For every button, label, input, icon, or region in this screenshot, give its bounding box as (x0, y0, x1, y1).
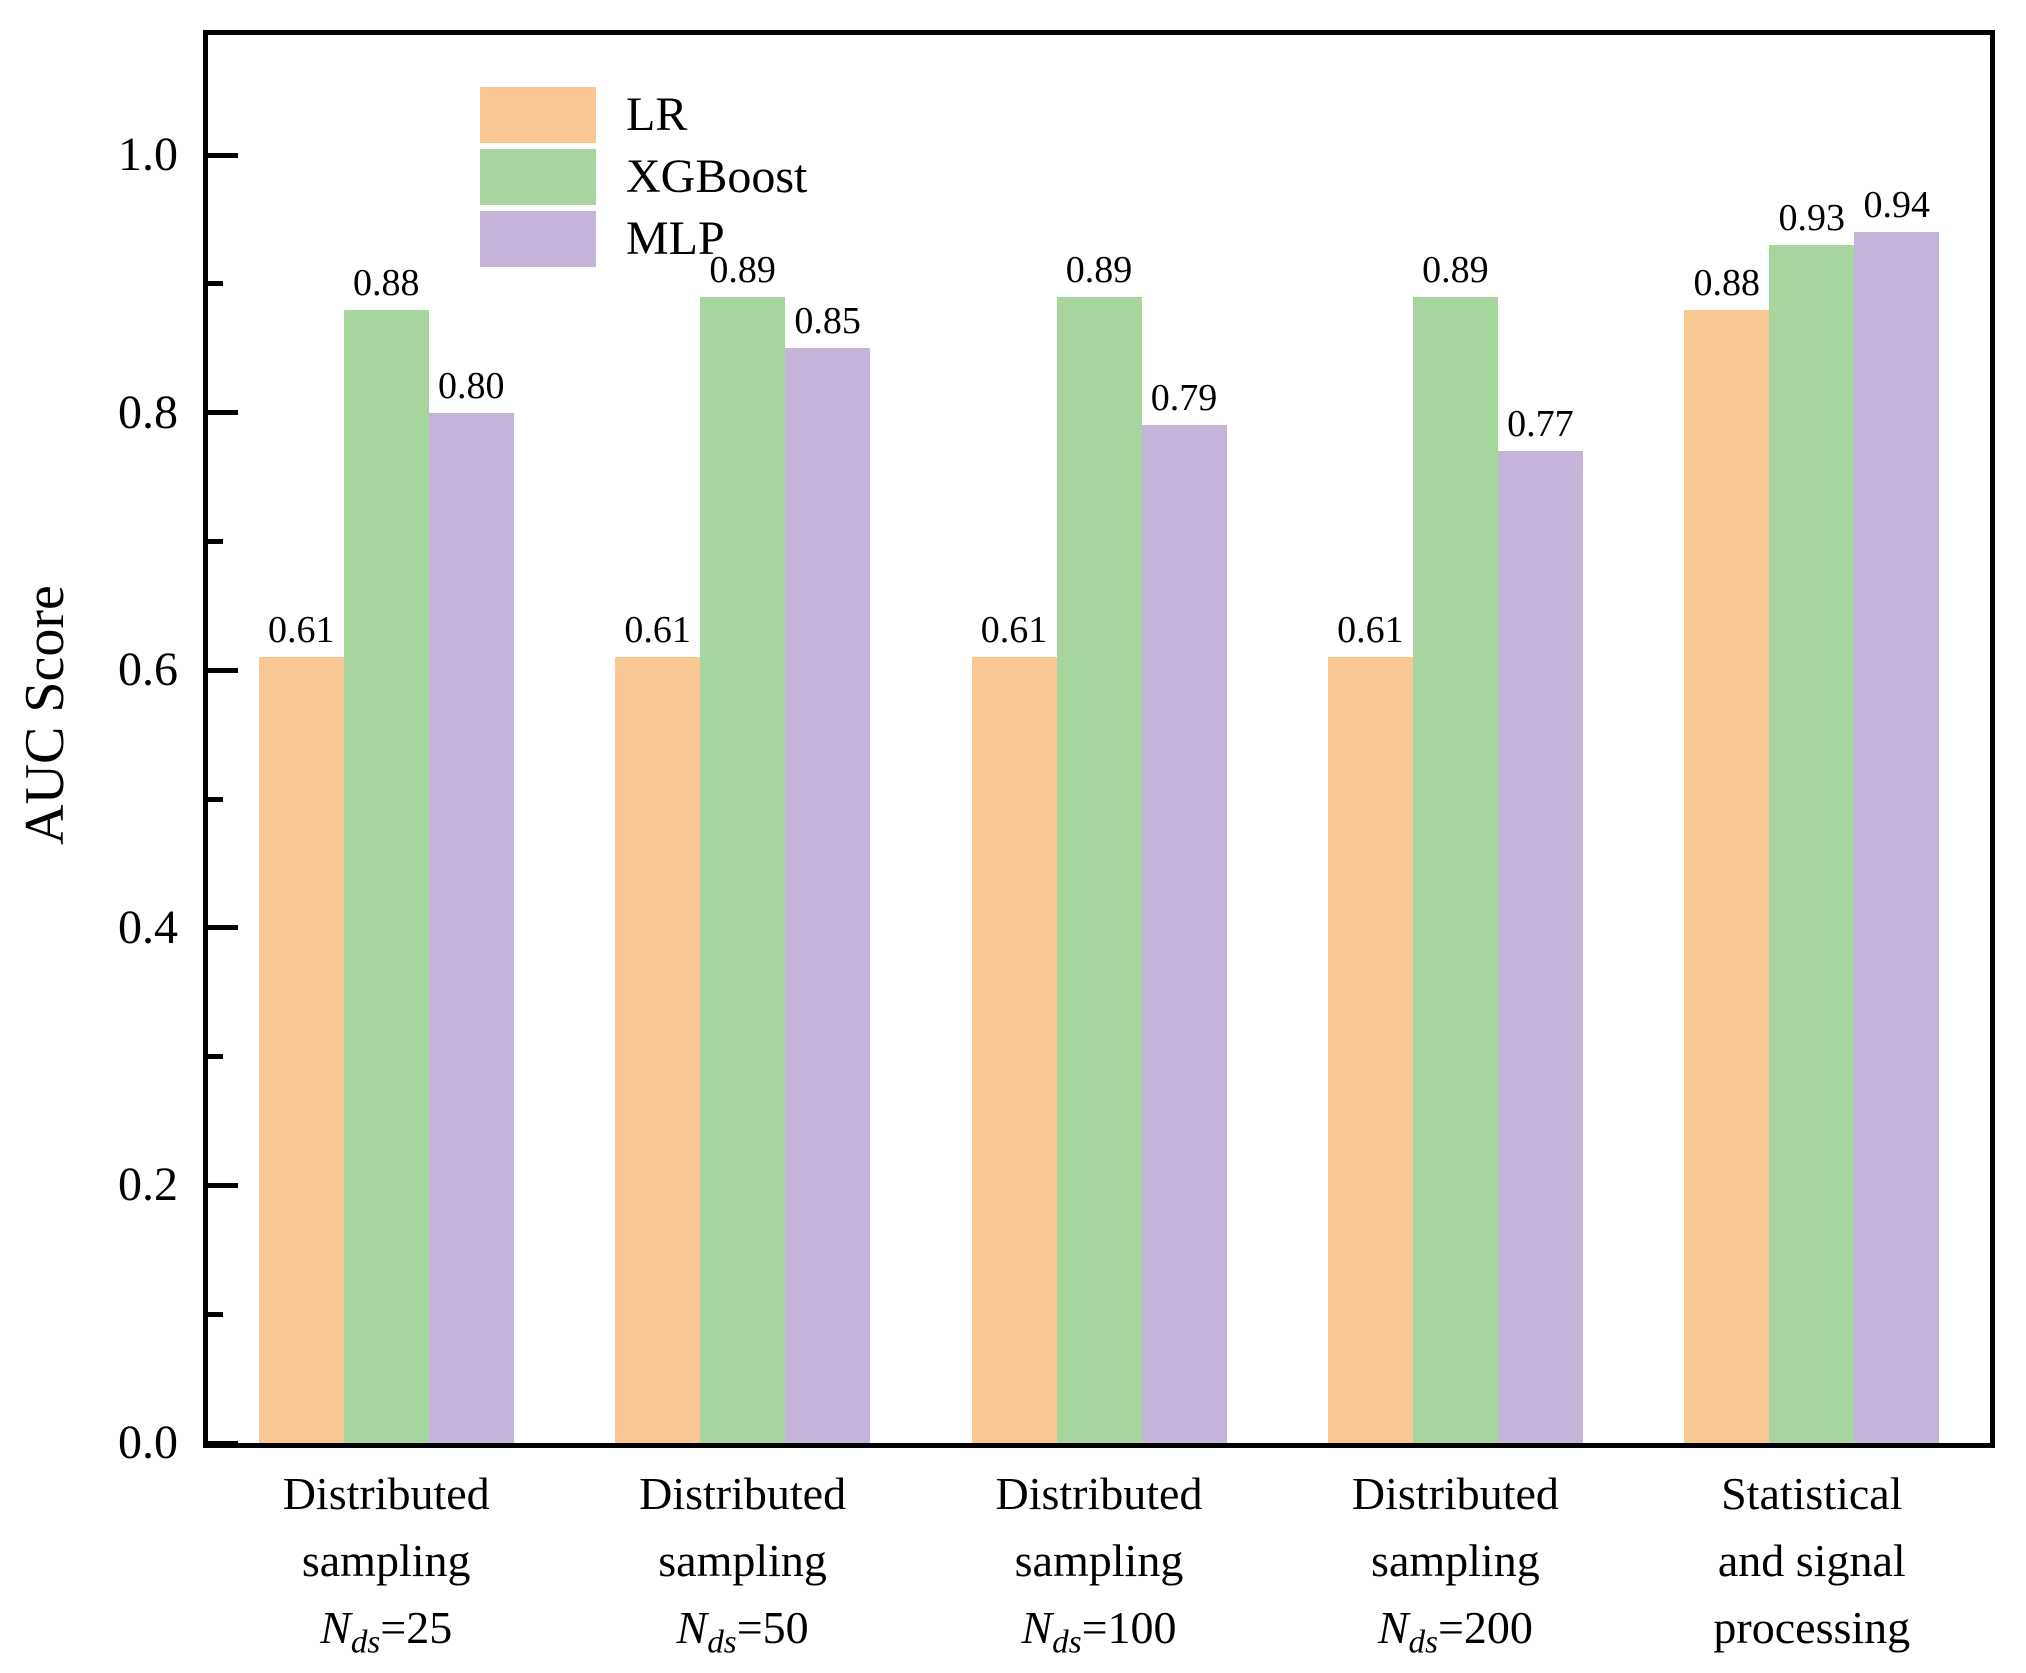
bar-xgboost-statistical-signal-processing (1769, 245, 1855, 1443)
plot-area: LR XGBoost MLP 0.61 0.88 0.80 0.61 0.89 0.85 0.6… (203, 30, 1995, 1448)
bar-value-label: 0.80 (437, 364, 505, 407)
legend: LR XGBoost MLP (480, 87, 807, 267)
y-minor-tick (208, 281, 223, 287)
legend-swatch-lr (480, 87, 596, 143)
y-major-tick (208, 1440, 238, 1446)
y-major-tick (208, 152, 238, 158)
y-minor-tick (208, 796, 223, 802)
bar-lr-statistical-signal-processing (1684, 309, 1770, 1443)
y-major-tick (208, 410, 238, 416)
legend-label-lr: LR (626, 88, 688, 141)
bar-xgboost-distributed-sampling-25 (343, 309, 429, 1443)
bar-value-label: 0.61 (980, 609, 1048, 652)
y-minor-tick (208, 1054, 223, 1060)
bar-mlp-distributed-sampling-100 (1141, 425, 1227, 1443)
legend-label-xgboost: XGBoost (626, 150, 808, 203)
y-tick-label: 0.6 (118, 643, 178, 697)
bar-mlp-distributed-sampling-50 (785, 348, 871, 1443)
y-tick-label: 0.0 (118, 1416, 178, 1469)
y-tick-label: 0.4 (118, 900, 178, 954)
bar-value-label: 0.61 (267, 609, 335, 652)
bar-value-label: 0.88 (1693, 261, 1761, 304)
y-major-tick (208, 667, 238, 673)
y-tick-label: 1.0 (118, 128, 178, 181)
bar-value-label: 0.77 (1507, 403, 1574, 446)
y-major-tick (208, 925, 238, 931)
bar-xgboost-distributed-sampling-100 (1056, 296, 1142, 1443)
bar-value-label: 0.89 (1422, 248, 1489, 291)
y-major-tick (208, 1182, 238, 1188)
y-tick-label: 0.8 (118, 385, 178, 439)
bar-value-label: 0.93 (1778, 197, 1846, 240)
bar-value-label: 0.89 (1065, 248, 1133, 291)
bar-lr-distributed-sampling-50 (615, 657, 701, 1443)
bar-mlp-distributed-sampling-25 (428, 412, 514, 1443)
legend-entry-mlp: MLP (480, 211, 807, 267)
legend-entry-lr: LR (480, 87, 807, 143)
bar-lr-distributed-sampling-25 (258, 657, 344, 1443)
bar-mlp-statistical-signal-processing (1854, 232, 1940, 1443)
x-category-label-statistical-signal-processing: Statistical and signal processing (1713, 1468, 1911, 1653)
bar-value-label: 0.88 (352, 261, 420, 304)
x-category-label-distributed-sampling-50: Distributed sampling Nds=50 (639, 1468, 847, 1661)
bar-value-label: 0.61 (1337, 609, 1404, 652)
legend-label-mlp: MLP (626, 212, 725, 265)
legend-entry-xgboost: XGBoost (480, 149, 807, 205)
x-category-label-distributed-sampling-200: Distributed sampling Nds=200 (1351, 1468, 1559, 1661)
y-minor-tick (208, 538, 223, 544)
bar-value-label: 0.61 (624, 609, 691, 652)
bar-mlp-distributed-sampling-200 (1497, 451, 1583, 1443)
legend-swatch-xgboost (480, 149, 596, 205)
x-category-label-distributed-sampling-25: Distributed sampling Nds=25 (282, 1468, 490, 1661)
bar-value-label: 0.85 (794, 300, 861, 343)
bar-lr-distributed-sampling-200 (1327, 657, 1413, 1443)
x-category-label-distributed-sampling-100: Distributed sampling Nds=100 (995, 1468, 1203, 1661)
bar-value-label: 0.79 (1150, 377, 1218, 420)
bar-value-label: 0.94 (1863, 184, 1931, 227)
legend-swatch-mlp (480, 211, 596, 267)
y-minor-tick (208, 1311, 223, 1317)
bar-xgboost-distributed-sampling-50 (700, 296, 786, 1443)
y-tick-label: 0.2 (118, 1158, 178, 1212)
bar-xgboost-distributed-sampling-200 (1412, 296, 1498, 1443)
bar-value-label: 0.89 (709, 248, 776, 291)
bar-lr-distributed-sampling-100 (971, 657, 1057, 1443)
